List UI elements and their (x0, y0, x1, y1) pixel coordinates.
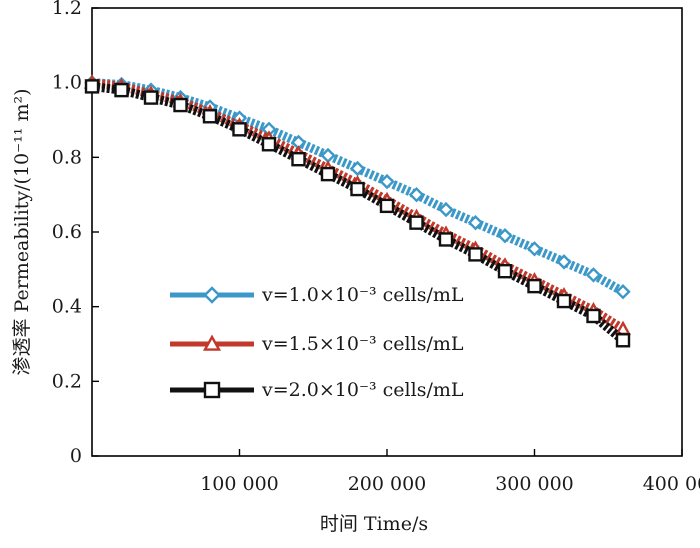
series-layer (83, 74, 632, 348)
data-point (497, 264, 513, 279)
legend-item: v=1.0×10⁻³ cells/mL (170, 284, 464, 306)
legend: v=1.0×10⁻³ cells/mL v=1.5×10⁻³ cells/mL v=… (170, 284, 464, 401)
data-point (438, 232, 454, 247)
y-tick-label: 0 (70, 445, 82, 467)
legend-label: v=1.0×10⁻³ cells/mL (261, 284, 464, 306)
y-axis: 0 0.2 0.4 0.6 0.8 1.0 1.2 (52, 0, 99, 467)
data-point (586, 308, 601, 324)
data-point (379, 198, 395, 214)
legend-item: v=1.5×10⁻³ cells/mL (170, 333, 464, 355)
data-point (84, 79, 100, 94)
x-tick-label: 100 000 (200, 473, 279, 495)
y-tick-label: 0.6 (52, 221, 82, 243)
y-tick-label: 1.2 (52, 0, 82, 19)
x-tick-label: 400 000 (643, 473, 700, 495)
legend-marker (203, 381, 221, 399)
data-point (232, 122, 247, 137)
y-axis-title: 渗透率 Permeability/(10⁻¹¹ m²) (11, 89, 33, 376)
y-tick-label: 0.2 (52, 370, 82, 392)
x-axis: 100 000 200 000 300 000 400 000 (200, 449, 700, 495)
legend-marker (203, 286, 221, 304)
legend-marker (202, 334, 222, 351)
data-point (556, 293, 572, 309)
data-point (527, 278, 542, 294)
y-tick-label: 0.4 (52, 296, 82, 318)
plot-area (91, 7, 683, 457)
data-point (202, 109, 218, 124)
data-point (408, 186, 425, 203)
data-point (350, 181, 365, 197)
data-point (467, 214, 484, 231)
data-point (615, 284, 631, 300)
data-point (556, 254, 572, 270)
legend-label: v=2.0×10⁻³ cells/mL (261, 379, 464, 401)
legend-item: v=2.0×10⁻³ cells/mL (170, 379, 464, 401)
data-point (349, 160, 366, 177)
data-point (409, 215, 424, 230)
x-tick-label: 200 000 (348, 473, 427, 495)
x-axis-title: 时间 Time/s (320, 513, 428, 535)
data-point (379, 173, 395, 190)
data-point (615, 333, 631, 348)
legend-label: v=1.5×10⁻³ cells/mL (261, 333, 464, 355)
data-point (261, 137, 277, 152)
y-tick-label: 0.8 (52, 146, 82, 168)
data-point (173, 97, 188, 113)
plot-frame (91, 7, 683, 457)
data-point (438, 201, 454, 218)
data-point (468, 247, 483, 262)
y-tick-label: 1.0 (52, 72, 82, 94)
x-tick-label: 300 000 (495, 473, 574, 495)
data-point (585, 267, 602, 283)
series-square (84, 79, 631, 348)
data-point (320, 166, 336, 182)
data-point (526, 241, 543, 257)
data-point (291, 151, 306, 167)
data-point (497, 228, 513, 244)
data-point (114, 82, 129, 98)
data-point (143, 90, 159, 105)
